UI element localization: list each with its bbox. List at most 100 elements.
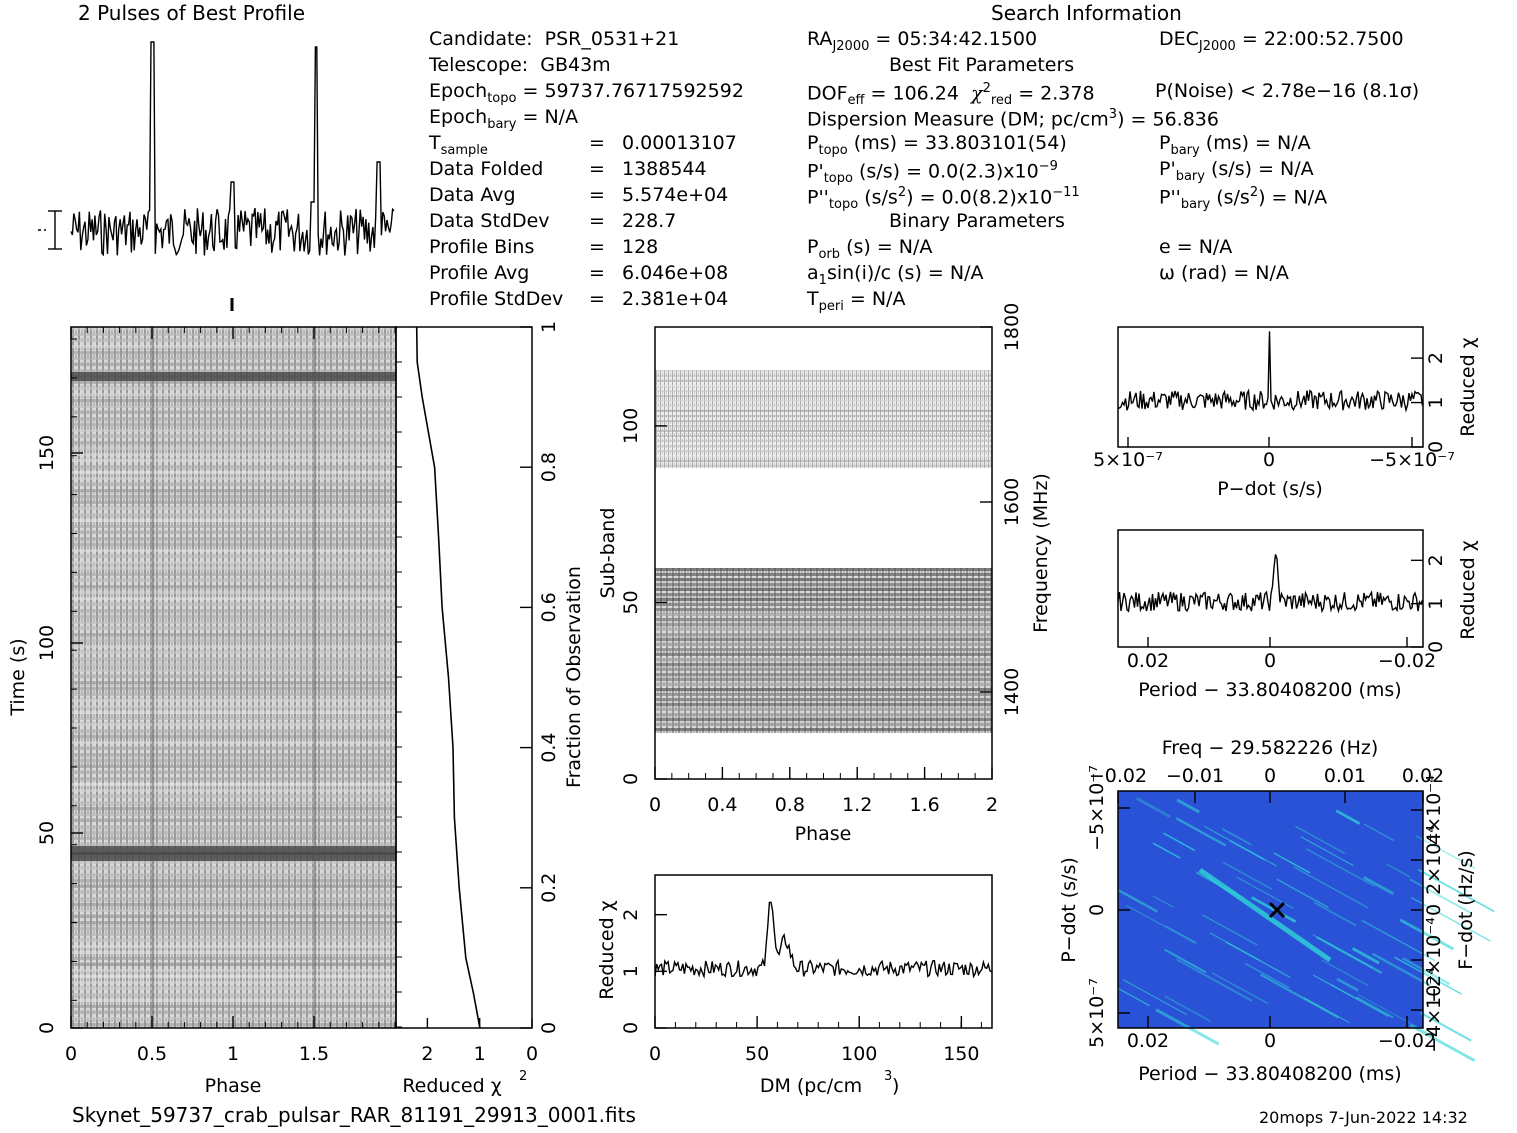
tick-label: 0: [1264, 765, 1276, 787]
pd-line: [1117, 331, 1424, 413]
tp-row: [71, 345, 396, 348]
frac-y-label: Fraction of Observation: [563, 566, 585, 788]
tp-row: [71, 795, 396, 798]
plane-streak: [1136, 797, 1171, 819]
tp-row: [71, 747, 396, 750]
tp-row: [71, 363, 396, 366]
plane-streak: [1202, 914, 1258, 946]
tick-label: 1: [1425, 598, 1447, 610]
tick-label: 0: [1264, 1030, 1276, 1052]
info-label: Candidate:: [429, 28, 533, 50]
info-pdbary: P'bary (s/s) = N/A: [1159, 158, 1314, 184]
sb-row: [655, 608, 992, 611]
tp-row: [71, 651, 396, 654]
plane-streak: [1152, 895, 1174, 908]
profile-errorbar: [38, 210, 62, 250]
tick-label: 5×10⁻⁷: [1086, 978, 1108, 1048]
tick-label: 2: [1425, 352, 1447, 364]
sb-row: [655, 653, 992, 656]
tick-label: −0.02: [1378, 650, 1436, 672]
tp-row: [71, 435, 396, 438]
tp-row: [71, 867, 396, 870]
sb-row: [655, 583, 992, 586]
tp-row: [71, 393, 396, 396]
plane-streak: [1306, 848, 1375, 887]
plane-streak: [1164, 995, 1212, 1023]
sb-row: [655, 593, 992, 596]
sb-row: [655, 613, 992, 616]
tp-row: [71, 843, 396, 846]
tp-row: [71, 753, 396, 756]
plane-streak: [1165, 925, 1198, 944]
sb-row: [655, 455, 992, 457]
tick-label: 0.02: [1127, 650, 1169, 672]
sb-row: [655, 415, 992, 417]
tp-row: [71, 735, 396, 738]
info-pbary: Pbary (ms) = N/A: [1159, 132, 1311, 158]
tp-dark-row: [71, 852, 396, 861]
tp-row: [71, 933, 396, 936]
info-data-avg-value: 5.574e+04: [622, 184, 729, 206]
info-profile-bins-value: 128: [622, 236, 659, 258]
period-pdot-plane: 0.02 0 −0.02 −0.02 −0.01 0 0.01 0.02 −5×10⁻⁷ 0 5×1…: [1086, 765, 1495, 1062]
tp-row: [71, 609, 396, 612]
pd-y-label: Reduced χ: [1457, 337, 1479, 436]
tick-label: 0: [620, 1022, 642, 1034]
tick-label: 100: [36, 625, 58, 661]
tp-row: [71, 453, 396, 456]
tick-label: 50: [36, 821, 58, 845]
tp-row: [71, 807, 396, 810]
tp-row: [71, 429, 396, 432]
tp-row: [71, 759, 396, 762]
info-data-stddev-value: 228.7: [622, 210, 677, 232]
info-pnoise: P(Noise) < 2.78e−16 (8.1σ): [1155, 80, 1420, 102]
tp-row: [71, 417, 396, 420]
tp-pulse-column: [152, 327, 154, 1028]
plane-bg: [1118, 791, 1423, 1028]
plane-streak: [1409, 1023, 1476, 1062]
info-sub: sample: [440, 142, 488, 158]
tick-label: 1: [620, 965, 642, 977]
tp-row: [71, 825, 396, 828]
plane-streak: [1394, 956, 1462, 995]
tp-row: [71, 591, 396, 594]
profile-plot: [38, 41, 395, 311]
plane-streak: [1164, 948, 1207, 974]
tp-row: [71, 777, 396, 780]
plane-ticks: 0.02 0 −0.02 −0.02 −0.01 0 0.01 0.02 −5×10⁻⁷ 0 5×1…: [1086, 765, 1445, 1053]
tp-row: [71, 543, 396, 546]
tp-row: [71, 741, 396, 744]
info-eq: =: [589, 288, 605, 310]
info-profile-avg-label: Profile Avg: [429, 262, 530, 284]
tp-row: [71, 411, 396, 414]
tp-row: [71, 615, 396, 618]
tick-label: 0: [65, 1043, 77, 1065]
tp-row: [71, 549, 396, 552]
tp-row: [71, 861, 396, 864]
plane-streak: [1209, 932, 1260, 961]
plane-streak: [1336, 977, 1359, 992]
tp-row: [71, 699, 396, 702]
pd-frame: [1117, 326, 1424, 448]
plane-streak: [1163, 832, 1196, 852]
tp-row: [71, 921, 396, 924]
subband-heatmap: 0 0.4 0.8 1.2 1.6 2 0 50 100 1400 1600 1800: [620, 303, 1023, 816]
tp-row: [71, 693, 396, 696]
tp-row: [71, 897, 396, 900]
tp-row: [71, 441, 396, 444]
sb-row: [655, 395, 992, 397]
dm-chi2-plot: 0 50 100 150 0 1 2: [620, 874, 993, 1065]
sb-ticks: 0 0.4 0.8 1.2 1.6 2 0 50 100 1400 1600 1800: [620, 303, 1023, 816]
tick-label: 1: [227, 1043, 239, 1065]
info-value: PSR_0531+21: [544, 28, 680, 50]
info-label: Telescope:: [429, 54, 529, 76]
plane-title: Freq − 29.582226 (Hz): [1162, 737, 1379, 759]
info-data-stddev-label: Data StdDev: [429, 210, 550, 232]
tp-row: [71, 405, 396, 408]
sb-row: [655, 643, 992, 646]
sb-y-label: Sub-band: [597, 508, 619, 599]
sb-row: [655, 405, 992, 407]
info-sub: topo: [487, 90, 517, 106]
